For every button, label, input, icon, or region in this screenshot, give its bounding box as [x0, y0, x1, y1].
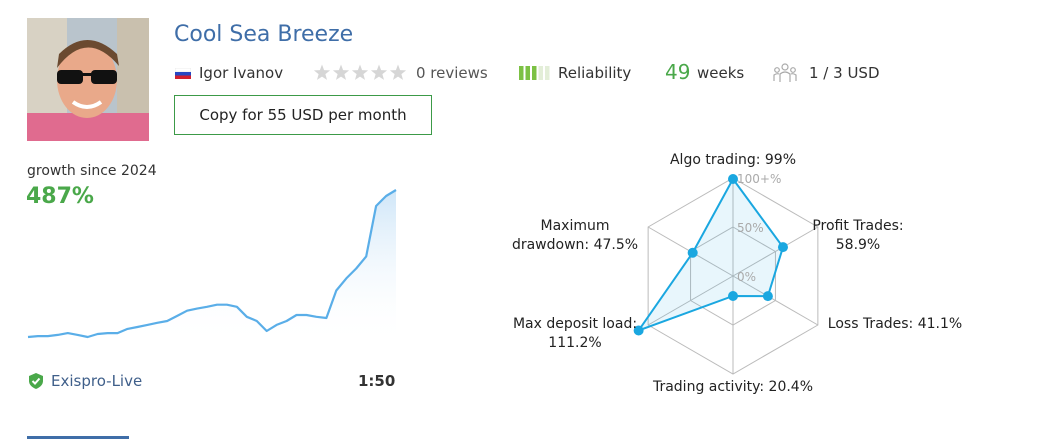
- flag: [175, 68, 191, 79]
- radar-tick-label: 0%: [737, 270, 756, 284]
- radar-spoke: [647, 275, 734, 326]
- growth-sparkline: [27, 189, 397, 345]
- radar-spoke: [732, 226, 819, 277]
- broker[interactable]: Exispro-Live: [51, 372, 143, 390]
- subscribers-icon: [773, 63, 797, 82]
- reliability-bar: [519, 66, 524, 80]
- reliability-bar: [525, 66, 530, 80]
- radar-point: [762, 291, 773, 302]
- radar-axis-label: Trading activity: 20.4%: [652, 379, 814, 395]
- sparkline-area: [28, 190, 396, 345]
- radar-axis-label: Algo trading: 99%: [669, 152, 796, 168]
- radar-axis-label: Maximum drawdown: 47.5%: [511, 218, 639, 253]
- growth-label: growth since 2024: [27, 163, 157, 179]
- star: [370, 64, 388, 80]
- radar-point: [728, 173, 738, 184]
- radar-axis-label: Profit Trades: 58.9%: [812, 218, 904, 253]
- sparkline: [27, 189, 397, 339]
- radar-area: [635, 177, 785, 333]
- tab-underline: [27, 436, 129, 439]
- radar-point: [728, 290, 738, 301]
- reliability-bar: [538, 66, 543, 80]
- subscription: 1 / 3 USD: [809, 64, 880, 82]
- reviews[interactable]: 0 reviews: [416, 64, 488, 82]
- stars: [313, 64, 407, 80]
- growth-value: 487%: [26, 184, 94, 209]
- author[interactable]: Igor Ivanov: [199, 64, 284, 82]
- radar-axis-label: Max deposit load: 111.2%: [512, 316, 638, 351]
- radar-spoke: [732, 275, 819, 326]
- copy-button[interactable]: Copy for 55 USD per month: [174, 95, 432, 135]
- avatar: [27, 18, 149, 141]
- reliability-label: Reliability: [558, 64, 632, 82]
- leverage: 1:50: [358, 372, 396, 390]
- weeks-value: 49: [665, 60, 691, 84]
- radar-tick-label: 50%: [737, 221, 764, 235]
- radar-point: [777, 242, 788, 253]
- star: [313, 64, 331, 80]
- star: [351, 64, 369, 80]
- star: [389, 64, 407, 80]
- verified-icon: [29, 373, 43, 389]
- weeks-label: weeks: [697, 64, 745, 82]
- reliability-bar: [545, 66, 550, 80]
- radar-point: [633, 325, 644, 336]
- reliability-bars: [519, 66, 550, 80]
- star: [332, 64, 350, 80]
- signal-title[interactable]: Cool Sea Breeze: [174, 22, 354, 47]
- reliability-bar: [532, 66, 537, 80]
- radar-point: [687, 247, 698, 258]
- radar-axis-label: Loss Trades: 41.1%: [827, 316, 963, 332]
- radar-tick-label: 100+%: [737, 172, 781, 186]
